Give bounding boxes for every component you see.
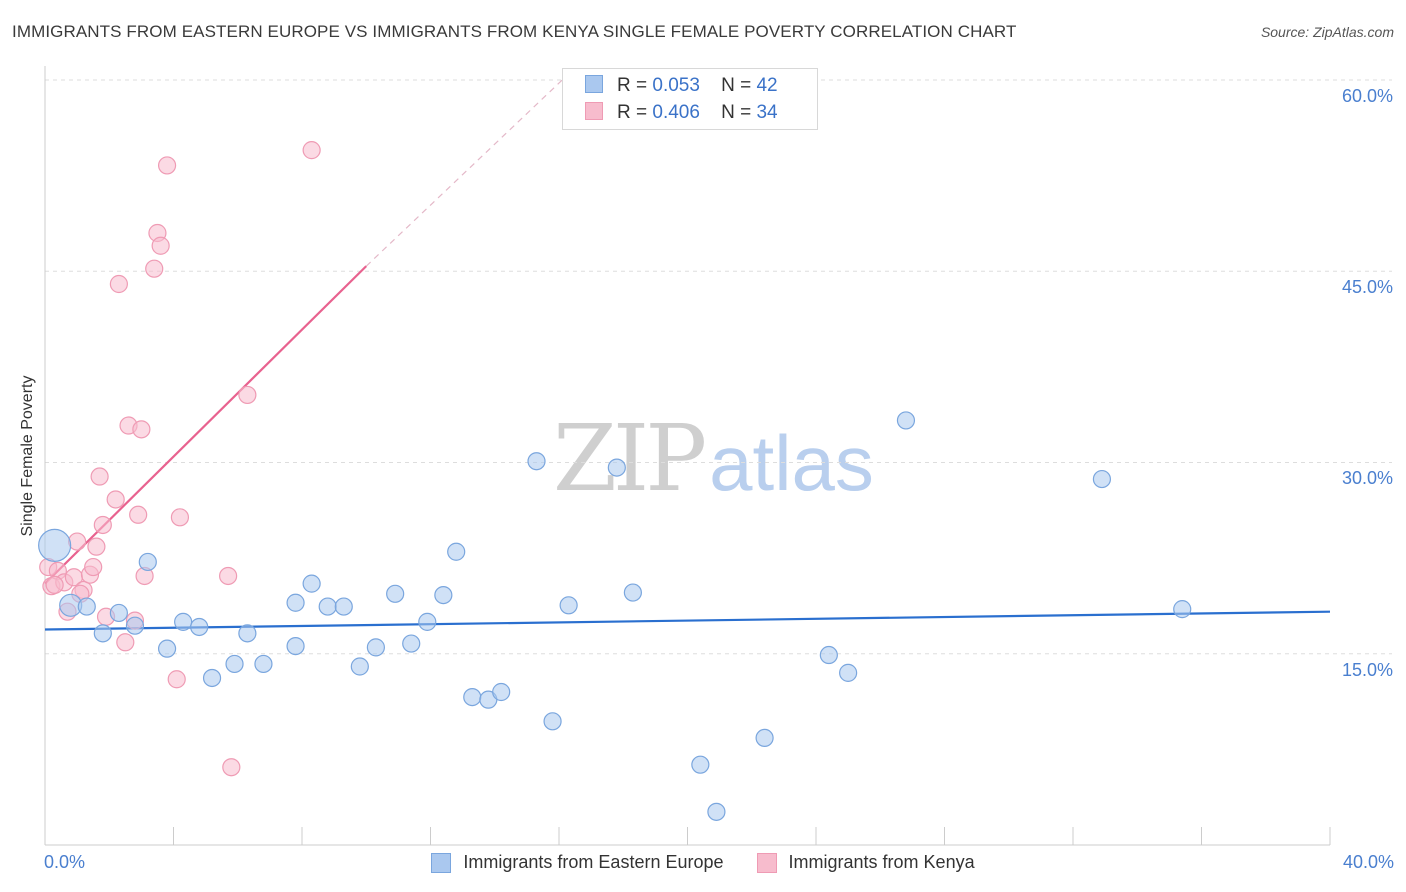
data-point-eastern-europe xyxy=(559,596,578,615)
trendline-kenya xyxy=(44,265,368,585)
y-tick-label-15: 15.0% xyxy=(1341,660,1393,680)
data-point-eastern-europe xyxy=(434,585,453,605)
data-point-eastern-europe xyxy=(350,657,369,676)
data-point-eastern-europe xyxy=(707,802,726,821)
stats-row-eastern-europe: R = 0.053 N = 42 xyxy=(585,75,778,99)
chart-title: IMMIGRANTS FROM EASTERN EUROPE VS IMMIGR… xyxy=(12,22,1017,41)
data-point-eastern-europe xyxy=(174,612,193,631)
data-point-eastern-europe xyxy=(418,612,437,631)
data-point-eastern-europe xyxy=(447,542,466,561)
legend-label-eastern-europe: Immigrants from Eastern Europe xyxy=(463,852,724,872)
data-point-kenya xyxy=(238,385,257,405)
data-point-eastern-europe xyxy=(366,638,385,657)
r-label: R = xyxy=(617,102,648,123)
y-tick-label-45: 45.0% xyxy=(1341,277,1393,297)
trendline-kenya-extension xyxy=(365,79,563,267)
data-point-kenya xyxy=(151,236,170,255)
r-value: 0.406 xyxy=(652,102,700,123)
data-point-eastern-europe xyxy=(157,639,177,658)
data-point-eastern-europe xyxy=(839,663,858,682)
data-point-eastern-europe xyxy=(109,603,128,623)
data-point-kenya xyxy=(132,420,151,439)
n-label: N = xyxy=(721,102,752,123)
axis-layer xyxy=(44,66,1331,846)
data-point-eastern-europe xyxy=(527,452,546,471)
data-point-eastern-europe xyxy=(93,624,112,643)
data-point-eastern-europe xyxy=(691,755,710,774)
data-point-kenya xyxy=(222,758,241,777)
data-point-eastern-europe xyxy=(286,593,305,612)
data-point-eastern-europe xyxy=(190,617,209,637)
legend-item-eastern-europe[interactable]: Immigrants from Eastern Europe xyxy=(431,852,724,873)
chart-legend: Immigrants from Eastern Europe Immigrant… xyxy=(0,852,1406,878)
data-point-eastern-europe xyxy=(623,583,642,602)
data-point-kenya xyxy=(167,670,186,689)
trend-layer xyxy=(44,79,1331,631)
data-point-eastern-europe xyxy=(238,624,257,643)
data-point-eastern-europe xyxy=(386,584,405,603)
data-point-kenya xyxy=(87,537,106,556)
x-tick-label-min: 0.0% xyxy=(44,852,86,872)
y-axis-label: Single Female Poverty xyxy=(19,375,36,537)
y-tick-label-30: 30.0% xyxy=(1341,468,1393,488)
data-point-kenya xyxy=(145,259,164,278)
trendline-eastern-europe xyxy=(44,610,1331,631)
data-point-kenya xyxy=(90,467,109,486)
grid-layer xyxy=(45,79,1392,655)
data-point-eastern-europe xyxy=(819,645,838,665)
data-point-kenya xyxy=(170,508,190,527)
legend-swatch-pink xyxy=(756,852,777,873)
legend-swatch-blue xyxy=(431,852,452,873)
data-point-eastern-europe xyxy=(286,636,305,656)
data-point-kenya xyxy=(116,633,135,652)
r-value: 0.053 xyxy=(652,75,700,96)
data-point-eastern-europe xyxy=(543,712,562,731)
data-point-kenya xyxy=(157,156,177,175)
data-point-eastern-europe xyxy=(302,574,321,593)
data-point-kenya xyxy=(219,566,238,586)
data-point-kenya xyxy=(68,532,87,551)
x-tick-label-max: 40.0% xyxy=(1342,852,1394,872)
data-point-kenya xyxy=(93,515,112,535)
data-point-eastern-europe xyxy=(402,634,421,653)
data-point-eastern-europe xyxy=(463,687,482,707)
data-point-eastern-europe xyxy=(334,597,353,616)
n-label: N = xyxy=(721,75,752,96)
data-point-kenya xyxy=(45,575,64,595)
source-credit: Source: ZipAtlas.com xyxy=(1260,24,1394,40)
points-layer xyxy=(38,141,1192,821)
data-point-kenya xyxy=(84,557,103,577)
data-point-kenya xyxy=(106,490,125,509)
data-point-kenya xyxy=(129,505,148,524)
data-point-eastern-europe xyxy=(896,411,916,430)
r-label: R = xyxy=(617,75,648,96)
data-point-eastern-europe xyxy=(138,552,157,572)
data-point-eastern-europe xyxy=(607,458,626,477)
data-point-kenya xyxy=(109,274,128,294)
data-point-eastern-europe xyxy=(202,668,222,688)
data-point-eastern-europe xyxy=(1173,600,1192,619)
y-tick-label-60: 60.0% xyxy=(1341,86,1393,106)
stats-swatch-pink xyxy=(585,102,603,120)
watermark-zip: ZIP xyxy=(553,405,707,512)
data-point-eastern-europe xyxy=(77,597,96,616)
data-point-eastern-europe xyxy=(755,728,774,748)
legend-label-kenya: Immigrants from Kenya xyxy=(788,852,975,872)
n-value: 42 xyxy=(756,75,778,96)
legend-item-kenya[interactable]: Immigrants from Kenya xyxy=(756,852,975,873)
data-point-eastern-europe xyxy=(225,654,244,674)
data-point-eastern-europe xyxy=(1092,469,1112,489)
data-point-kenya xyxy=(302,141,321,160)
stats-row-kenya: R = 0.406 N = 34 xyxy=(585,102,778,126)
data-point-eastern-europe xyxy=(492,682,511,702)
n-value: 34 xyxy=(756,102,778,123)
data-point-eastern-europe xyxy=(254,654,273,674)
data-point-eastern-europe xyxy=(125,616,145,635)
data-point-eastern-europe xyxy=(38,528,72,562)
stats-swatch-blue xyxy=(585,75,603,93)
correlation-stats-box: R = 0.053 N = 42 R = 0.406 N = 34 xyxy=(562,68,818,130)
data-point-eastern-europe xyxy=(318,597,337,616)
